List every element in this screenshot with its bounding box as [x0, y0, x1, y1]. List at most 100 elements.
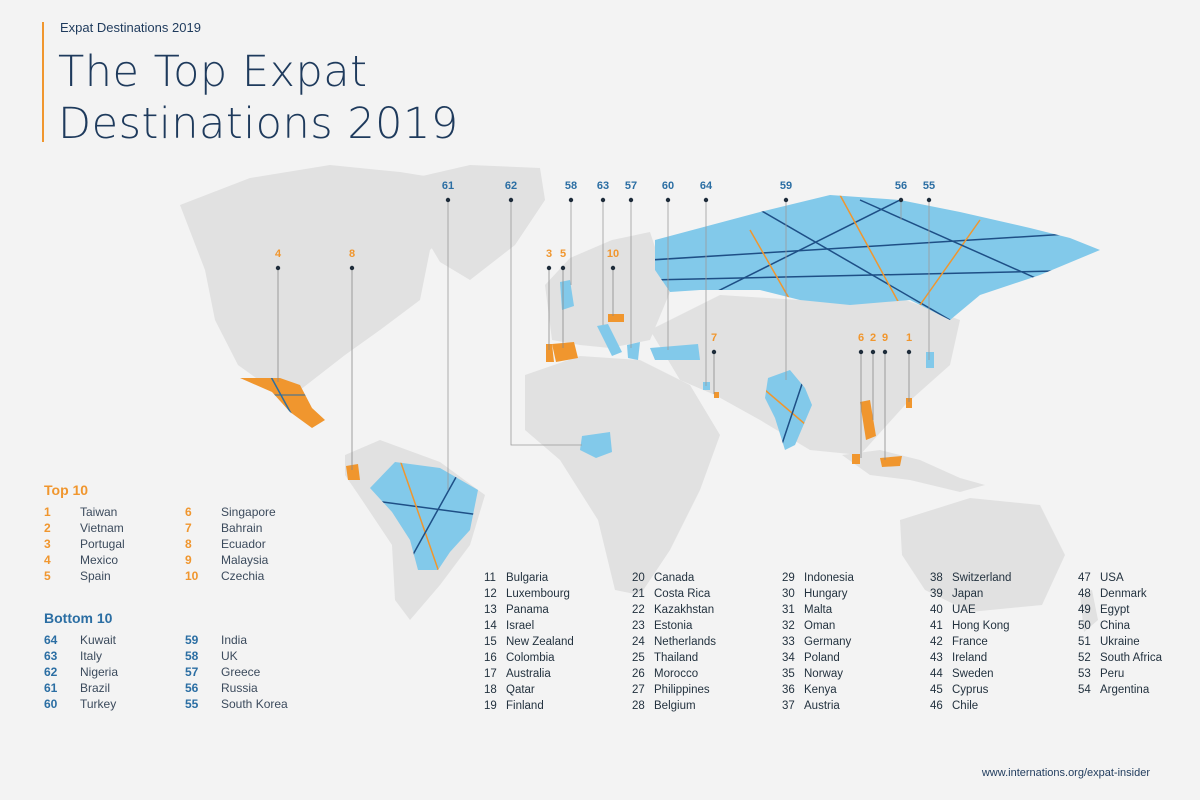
- country-name: Israel: [506, 620, 535, 632]
- ranking-row: 37 Austria: [782, 698, 854, 714]
- ranking-row: 44 Sweden: [930, 666, 1011, 682]
- bottom10-item: 56 Russia: [185, 680, 288, 696]
- country-name: Chile: [952, 700, 979, 712]
- ranking-column-5: 47 USA 48 Denmark 49 Egypt 50 China 51 Ukraine 52 S…: [1078, 570, 1162, 698]
- source-url: www.internations.org/expat-insider: [981, 767, 1150, 779]
- rank-number: 55: [185, 697, 199, 711]
- ranking-row: 14 Israel: [484, 618, 574, 634]
- rank-number: 10: [185, 569, 199, 583]
- country-name: Kazakhstan: [654, 604, 715, 616]
- india-lines: [765, 374, 812, 450]
- country-name: Belgium: [654, 700, 696, 712]
- rank-number: 32: [782, 620, 795, 632]
- marker-dot: [600, 197, 606, 203]
- marker-rank-label: 62: [505, 180, 517, 192]
- bottom10-item: 62 Nigeria: [44, 664, 118, 680]
- rank-number: 42: [930, 636, 943, 648]
- top10-item: 3 Portugal: [44, 536, 125, 552]
- ranking-row: 19 Finland: [484, 698, 574, 714]
- map-marker-mexico: 4: [275, 248, 282, 382]
- marker-dot: [870, 349, 876, 355]
- rank-number: 16: [484, 652, 497, 664]
- map-marker-india: 59: [780, 180, 792, 380]
- rank-number: 59: [185, 633, 199, 647]
- rank-number: 9: [185, 553, 192, 567]
- ranking-row: 43 Ireland: [930, 650, 1011, 666]
- country-russia: [655, 195, 1100, 320]
- ranking-row: 46 Chile: [930, 698, 1011, 714]
- rank-number: 14: [484, 620, 497, 632]
- rank-number: 34: [782, 652, 795, 664]
- rank-number: 35: [782, 668, 795, 680]
- country-name: Indonesia: [804, 572, 854, 584]
- rank-number: 57: [185, 665, 199, 679]
- top10-heading: Top 10: [44, 482, 89, 498]
- map-marker-spain: 5: [560, 248, 566, 348]
- rank-number: 2: [44, 521, 51, 535]
- rank-number: 37: [782, 700, 795, 712]
- country-name: Norway: [804, 668, 843, 680]
- rank-number: 49: [1078, 604, 1091, 616]
- top10-item: 5 Spain: [44, 568, 125, 584]
- map-marker-italy: 63: [597, 180, 609, 325]
- country-singapore: [852, 454, 860, 464]
- accent-bar: [42, 22, 44, 142]
- marker-dot: [568, 197, 574, 203]
- ranking-column-3: 29 Indonesia 30 Hungary 31 Malta 32 Oman 33 Germa…: [782, 570, 854, 714]
- country-name: South Korea: [221, 697, 288, 711]
- map-marker-malaysia: 9: [882, 332, 888, 460]
- map-marker-bahrain: 7: [711, 332, 717, 394]
- country-kuwait: [703, 382, 710, 390]
- rank-number: 50: [1078, 620, 1091, 632]
- country-name: New Zealand: [506, 636, 574, 648]
- map-marker-portugal: 3: [546, 248, 552, 350]
- ranking-row: 25 Thailand: [632, 650, 716, 666]
- country-name: China: [1100, 620, 1131, 632]
- country-name: Argentina: [1100, 684, 1150, 696]
- rank-number: 26: [632, 668, 645, 680]
- country-name: Russia: [221, 681, 258, 695]
- top10-item: 2 Vietnam: [44, 520, 125, 536]
- ranking-row: 23 Estonia: [632, 618, 716, 634]
- marker-dot: [898, 197, 904, 203]
- title-line-2: Destinations 2019: [58, 99, 459, 149]
- top10-item: 4 Mexico: [44, 552, 125, 568]
- top10-item: 9 Malaysia: [185, 552, 276, 568]
- bottom10-heading: Bottom 10: [44, 610, 113, 626]
- map-marker-turkey: 60: [662, 180, 674, 350]
- ranking-row: 48 Denmark: [1078, 586, 1162, 602]
- rank-number: 22: [632, 604, 645, 616]
- rank-number: 1: [44, 505, 51, 519]
- rank-number: 54: [1078, 684, 1091, 696]
- ranking-row: 28 Belgium: [632, 698, 716, 714]
- rank-number: 13: [484, 604, 497, 616]
- country-name: Vietnam: [80, 521, 124, 535]
- rank-number: 20: [632, 572, 645, 584]
- country-name: Switzerland: [952, 572, 1012, 584]
- marker-dot: [665, 197, 671, 203]
- marker-dot: [906, 349, 912, 355]
- country-name: Cyprus: [952, 684, 989, 696]
- marker-dot: [628, 197, 634, 203]
- rank-number: 52: [1078, 652, 1091, 664]
- country-name: Australia: [506, 668, 551, 680]
- rank-number: 27: [632, 684, 645, 696]
- ranking-column-2: 20 Canada 21 Costa Rica 22 Kazakhstan 23 Estoni…: [632, 570, 716, 714]
- country-name: Portugal: [80, 537, 125, 551]
- rank-number: 19: [484, 700, 497, 712]
- bottom10-item: 61 Brazil: [44, 680, 118, 696]
- country-name: Turkey: [80, 697, 117, 711]
- marker-dot: [349, 265, 355, 271]
- map-marker-czechia: 10: [607, 248, 619, 316]
- map-marker-taiwan: 1: [906, 332, 912, 402]
- russia-lines: [655, 195, 1100, 320]
- ranking-row: 41 Hong Kong: [930, 618, 1011, 634]
- rank-number: 64: [44, 633, 58, 647]
- country-name: Ecuador: [221, 537, 266, 551]
- map-marker-greece: 57: [625, 180, 637, 348]
- country-malaysia: [880, 456, 902, 467]
- country-name: France: [952, 636, 988, 648]
- rank-number: 5: [44, 569, 51, 583]
- rank-number: 12: [484, 588, 497, 600]
- rank-number: 51: [1078, 636, 1091, 648]
